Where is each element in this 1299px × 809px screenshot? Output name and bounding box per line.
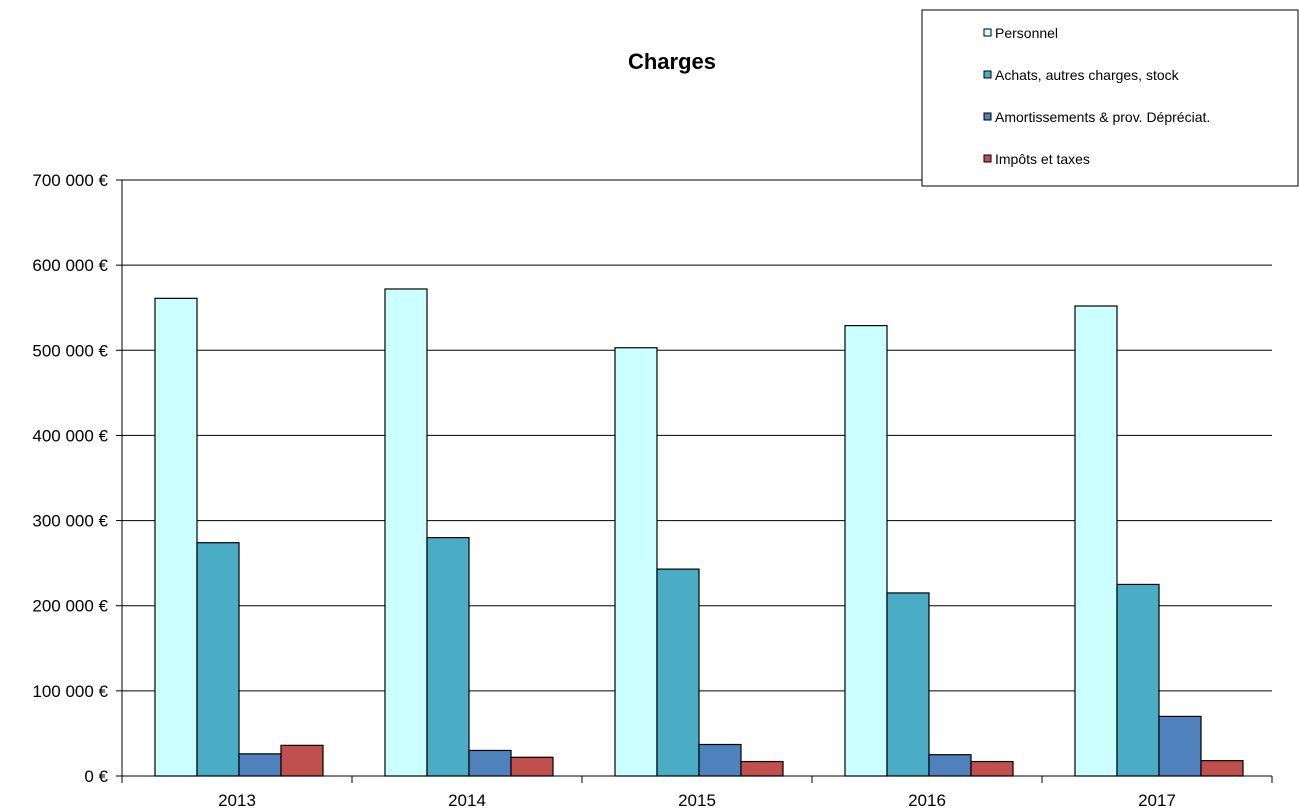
bar-2014-series-3 <box>469 750 511 776</box>
legend: Personnel Achats, autres charges, stock Am… <box>922 10 1298 186</box>
bar-2013-series-4 <box>281 745 323 776</box>
bar-2013-series-3 <box>239 754 281 776</box>
y-tick-label: 500 000 € <box>32 341 108 360</box>
legend-swatch <box>984 155 991 162</box>
legend-label: Amortissements & prov. Dépréciat. <box>995 109 1210 125</box>
bar-2016-series-2 <box>887 593 929 776</box>
x-tick-label: 2014 <box>448 791 486 809</box>
y-tick-label: 600 000 € <box>32 256 108 275</box>
bar-2015-series-2 <box>657 569 699 776</box>
chart-title: Charges <box>628 49 716 74</box>
bar-2014-series-1 <box>385 289 427 776</box>
legend-swatch <box>984 29 991 36</box>
x-tick-label: 2016 <box>908 791 946 809</box>
legend-swatch <box>984 71 991 78</box>
legend-label: Achats, autres charges, stock <box>995 67 1180 83</box>
legend-swatch <box>984 113 991 120</box>
legend-label: Impôts et taxes <box>995 151 1090 167</box>
bar-2017-series-2 <box>1117 584 1159 776</box>
bar-2016-series-3 <box>929 755 971 776</box>
bars <box>155 289 1243 776</box>
bar-2016-series-4 <box>971 762 1013 776</box>
bar-2017-series-4 <box>1201 761 1243 776</box>
bar-2013-series-2 <box>197 543 239 776</box>
x-tick-label: 2013 <box>218 791 256 809</box>
bar-2017-series-3 <box>1159 716 1201 776</box>
bar-2013-series-1 <box>155 298 197 776</box>
legend-box <box>922 10 1298 186</box>
legend-label: Personnel <box>995 25 1058 41</box>
bar-2014-series-2 <box>427 538 469 776</box>
x-tick-label: 2015 <box>678 791 716 809</box>
y-tick-label: 300 000 € <box>32 512 108 531</box>
y-tick-label: 700 000 € <box>32 171 108 190</box>
bar-2015-series-1 <box>615 348 657 776</box>
bar-2014-series-4 <box>511 757 553 776</box>
bar-2015-series-4 <box>741 762 783 776</box>
bar-2015-series-3 <box>699 744 741 776</box>
x-tick-label: 2017 <box>1138 791 1176 809</box>
y-tick-label: 100 000 € <box>32 682 108 701</box>
y-tick-label: 400 000 € <box>32 426 108 445</box>
y-tick-label: 200 000 € <box>32 597 108 616</box>
y-tick-label: 0 € <box>84 767 108 786</box>
bar-2016-series-1 <box>845 326 887 776</box>
bar-2017-series-1 <box>1075 306 1117 776</box>
